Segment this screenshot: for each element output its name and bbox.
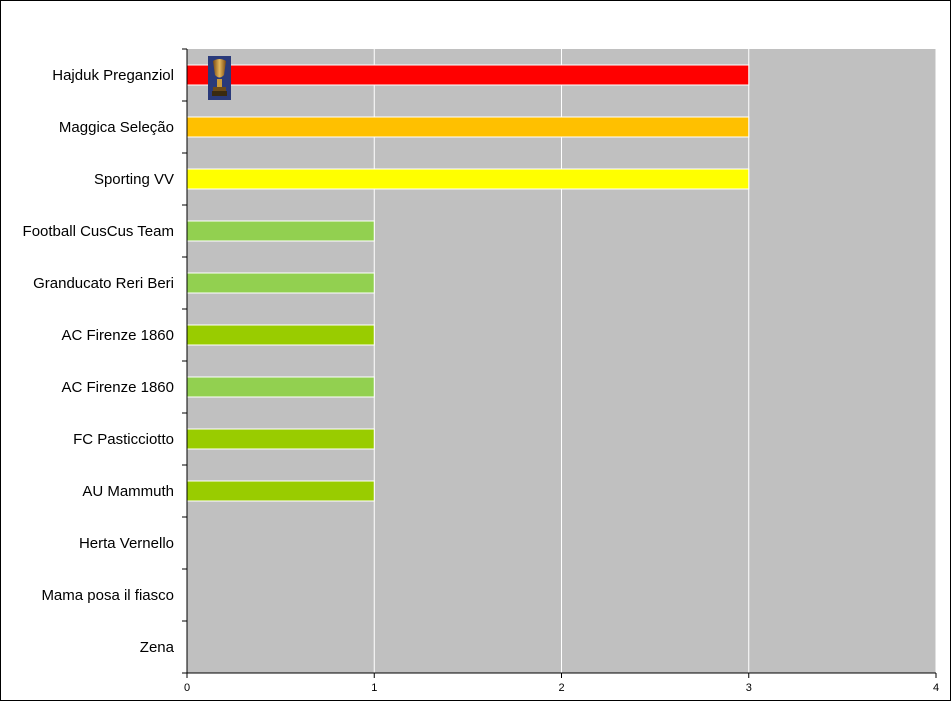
- category-label-5: AC Firenze 1860: [61, 327, 174, 344]
- bar-7: [186, 428, 375, 450]
- x-tick-label-3: 3: [746, 682, 752, 694]
- category-label-10: Mama posa il fiasco: [41, 587, 174, 604]
- bar-8: [186, 480, 375, 502]
- category-label-4: Granducato Reri Beri: [33, 275, 174, 292]
- category-label-0: Hajduk Preganziol: [52, 67, 174, 84]
- bar-1: [186, 116, 750, 138]
- bar-5: [186, 324, 375, 346]
- category-label-2: Sporting VV: [94, 171, 174, 188]
- bar-2: [186, 168, 750, 190]
- category-label-11: Zena: [140, 639, 175, 656]
- x-tick-label-2: 2: [558, 682, 564, 694]
- bar-6: [186, 376, 375, 398]
- category-label-6: AC Firenze 1860: [61, 379, 174, 396]
- category-label-8: AU Mammuth: [82, 483, 174, 500]
- category-label-1: Maggica Seleção: [59, 119, 174, 136]
- axes: [182, 48, 937, 678]
- grid-lines: [373, 49, 937, 673]
- bars: [186, 64, 750, 502]
- trophy-icon: [208, 56, 231, 100]
- bar-4: [186, 272, 375, 294]
- x-tick-label-1: 1: [371, 682, 377, 694]
- category-label-3: Football CusCus Team: [23, 223, 174, 240]
- x-tick-label-0: 0: [184, 682, 190, 694]
- bar-0: [186, 64, 750, 86]
- category-label-9: Herta Vernello: [79, 535, 174, 552]
- x-tick-labels: 0 1 2 3 4: [184, 682, 939, 694]
- x-tick-label-4: 4: [933, 682, 939, 694]
- bar-3: [186, 220, 375, 242]
- category-labels: Hajduk Preganziol Maggica Seleção Sporting…: [23, 67, 175, 656]
- category-label-7: FC Pasticciotto: [73, 431, 174, 448]
